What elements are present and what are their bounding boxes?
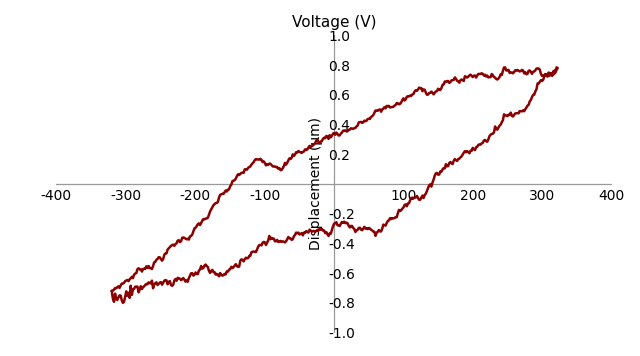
Y-axis label: Displacement (μm): Displacement (μm) [309,117,323,250]
Title: Voltage (V): Voltage (V) [292,15,376,30]
